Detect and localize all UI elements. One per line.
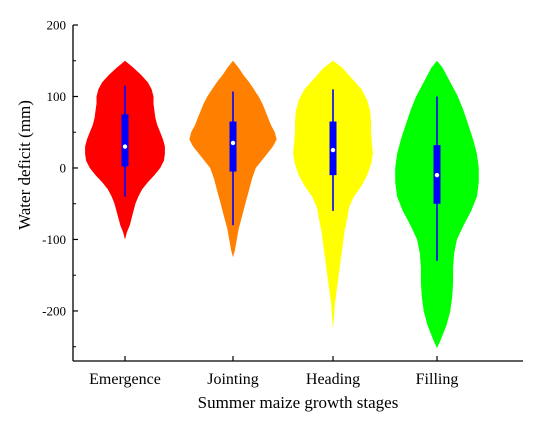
x-category-label: Filling	[416, 371, 459, 388]
y-axis-title: Water deficit (mm)	[15, 100, 34, 230]
median-marker-jointing	[230, 140, 236, 146]
violin-series-group	[85, 60, 479, 349]
x-category-label: Jointing	[207, 371, 259, 388]
y-tick-label: -100	[42, 232, 66, 247]
x-category-label: Heading	[306, 371, 360, 388]
median-marker-emergence	[122, 144, 128, 149]
box-plot-group	[121, 85, 441, 261]
iqr-box-jointing	[229, 121, 237, 172]
y-tick-label: 200	[47, 18, 67, 33]
y-tick-label: -200	[42, 303, 66, 318]
y-tick-label: 100	[47, 89, 67, 104]
y-tick-label: 0	[60, 160, 67, 175]
x-axis-ticks: Emergence Jointing Heading Filling	[89, 356, 458, 388]
y-axis-ticks: 200 100 0 -100 -200	[42, 18, 78, 348]
iqr-box-emergence	[121, 114, 129, 167]
median-marker-heading	[330, 147, 336, 153]
x-category-label: Emergence	[89, 371, 161, 388]
x-axis-title: Summer maize growth stages	[198, 393, 399, 412]
median-marker-filling	[434, 172, 440, 178]
